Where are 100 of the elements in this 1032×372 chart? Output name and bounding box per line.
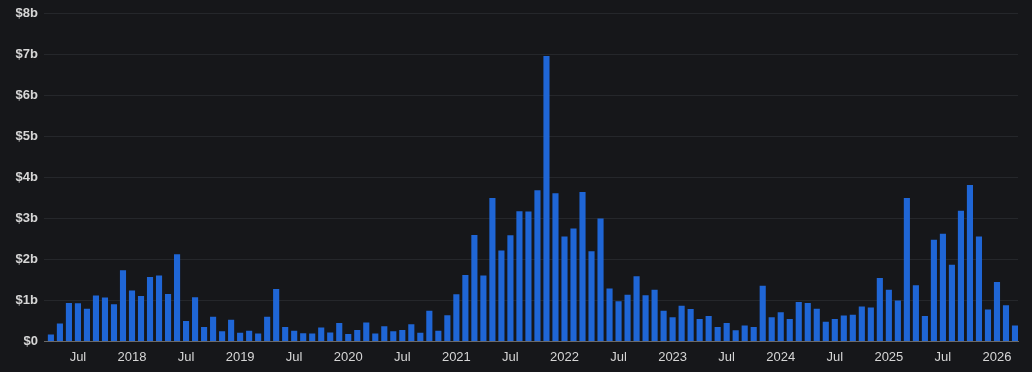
bar (822, 321, 829, 341)
bar (74, 303, 81, 341)
x-tick-label: Jul (826, 348, 844, 364)
bar (966, 184, 974, 341)
bar (903, 198, 910, 341)
bar (1002, 305, 1010, 341)
bar (696, 318, 703, 341)
bar (849, 314, 856, 341)
bar (192, 297, 199, 341)
x-tick-label: Jul (177, 348, 195, 364)
bar (957, 210, 964, 341)
bar (399, 329, 406, 341)
bar (606, 288, 613, 341)
bar (435, 330, 442, 341)
bar (345, 334, 352, 341)
bar (741, 325, 748, 341)
bar (561, 236, 568, 341)
bar (552, 193, 559, 341)
bar (426, 310, 433, 341)
bar (714, 327, 721, 341)
x-tick-label: 2018 (117, 348, 147, 364)
bar (110, 304, 118, 341)
bar (777, 312, 784, 341)
bar (570, 228, 577, 341)
y-tick-label: $4b (15, 169, 39, 185)
bar (128, 290, 136, 341)
bar (912, 285, 919, 341)
x-tick-label: Jul (285, 348, 303, 364)
bar (507, 235, 514, 341)
bar (651, 289, 658, 341)
bar (237, 332, 244, 341)
bar (273, 288, 280, 341)
bar (885, 289, 892, 341)
y-tick-label: $2b (15, 251, 39, 267)
bar (390, 331, 397, 341)
bar (921, 316, 928, 341)
bar (201, 327, 208, 341)
x-tick-label: 2022 (550, 348, 579, 364)
x-tick-label: Jul (502, 348, 519, 364)
bar (444, 315, 451, 341)
bar (381, 326, 388, 341)
bar (47, 334, 54, 341)
bar (624, 294, 631, 341)
bar (92, 295, 100, 341)
bar (525, 211, 532, 341)
bar (65, 302, 72, 341)
bar (894, 300, 901, 341)
bar (363, 322, 370, 341)
bar (858, 306, 865, 341)
bar (597, 218, 604, 341)
y-tick-label: $7b (15, 46, 39, 62)
bar (642, 295, 649, 341)
x-tick-label: 2024 (766, 348, 796, 364)
bar (291, 330, 298, 341)
bar (327, 332, 334, 341)
bar (633, 276, 640, 341)
bar (759, 285, 766, 341)
bar (543, 55, 550, 341)
bar (173, 254, 181, 341)
bar (210, 316, 217, 341)
bar (336, 322, 343, 341)
bar (615, 301, 622, 341)
bar (498, 250, 505, 341)
bar (56, 323, 63, 341)
bar (255, 333, 262, 341)
x-tick-label: 2025 (874, 348, 904, 364)
bar (183, 320, 190, 341)
bar (660, 310, 667, 341)
x-tick-label: Jul (718, 348, 736, 364)
bar (282, 327, 289, 341)
bar (984, 309, 992, 341)
bar (417, 332, 424, 341)
bar (579, 191, 586, 341)
bar (993, 282, 1001, 341)
bar (588, 251, 595, 341)
bar (408, 324, 415, 341)
bar (795, 302, 802, 341)
bar (804, 302, 811, 341)
x-tick-label: Jul (69, 348, 87, 364)
bar (867, 307, 874, 341)
bar (164, 293, 172, 341)
bar (453, 294, 460, 341)
bar (750, 327, 757, 341)
bar (831, 318, 838, 341)
bar (876, 277, 883, 341)
bar (462, 275, 469, 341)
bar (309, 333, 316, 341)
bar (480, 275, 487, 341)
y-tick-label: $0 (23, 332, 38, 348)
bar (228, 319, 235, 341)
x-tick-label: Jul (934, 348, 952, 364)
bar (471, 234, 478, 341)
bar (939, 233, 946, 341)
bar (264, 316, 271, 341)
bar (489, 198, 496, 341)
x-tick-label: Jul (393, 348, 411, 364)
bar (687, 309, 694, 341)
bar (930, 239, 937, 341)
x-tick-label: 2021 (441, 348, 471, 364)
bar (372, 333, 379, 341)
